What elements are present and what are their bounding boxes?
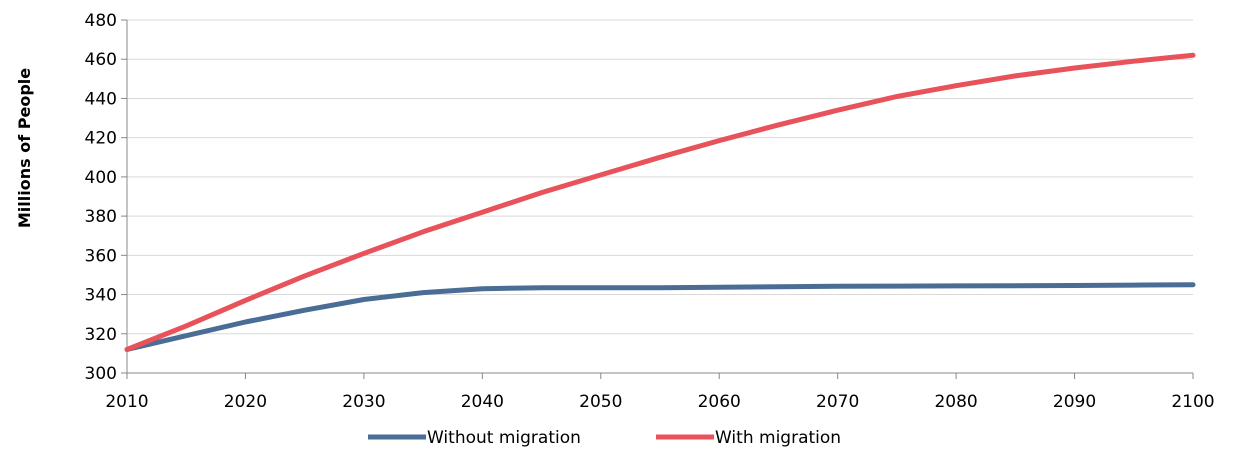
- x-tick-label: 2010: [105, 392, 148, 412]
- x-tick-label: 2020: [224, 392, 267, 412]
- y-axis-label: Millions of People: [15, 68, 34, 228]
- x-tick-label: 2060: [698, 392, 741, 412]
- y-tick-label: 380: [85, 207, 117, 227]
- series-line-1: [124, 52, 1196, 352]
- legend-label-0: Without migration: [427, 428, 581, 448]
- x-tick-label: 2080: [934, 392, 977, 412]
- y-tick-label: 440: [85, 89, 117, 109]
- y-tick-label: 360: [85, 246, 117, 266]
- y-tick-label: 460: [85, 50, 117, 70]
- y-tick-label: 320: [85, 325, 117, 345]
- y-tick-label: 420: [85, 129, 117, 149]
- y-tick-label: 300: [85, 364, 117, 384]
- series-lines: [124, 52, 1196, 352]
- x-tick-label: 2030: [342, 392, 385, 412]
- y-tick-label: 400: [85, 168, 117, 188]
- x-tick-label: 2040: [461, 392, 504, 412]
- series-line-0: [124, 282, 1196, 352]
- legend: Without migration With migration: [368, 428, 841, 448]
- x-tick-label: 2050: [579, 392, 622, 412]
- tick-labels: 300 320 340 360 380 400 420 440 460 480 2010 2020 20…: [85, 11, 1215, 412]
- legend-label-1: With migration: [715, 428, 841, 448]
- x-tick-label: 2090: [1053, 392, 1096, 412]
- y-tick-label: 340: [85, 286, 117, 306]
- x-tick-label: 2070: [816, 392, 859, 412]
- x-tick-label: 2100: [1171, 392, 1214, 412]
- gridlines: [127, 19, 1193, 335]
- axes: [121, 19, 1194, 379]
- y-tick-label: 480: [85, 11, 117, 31]
